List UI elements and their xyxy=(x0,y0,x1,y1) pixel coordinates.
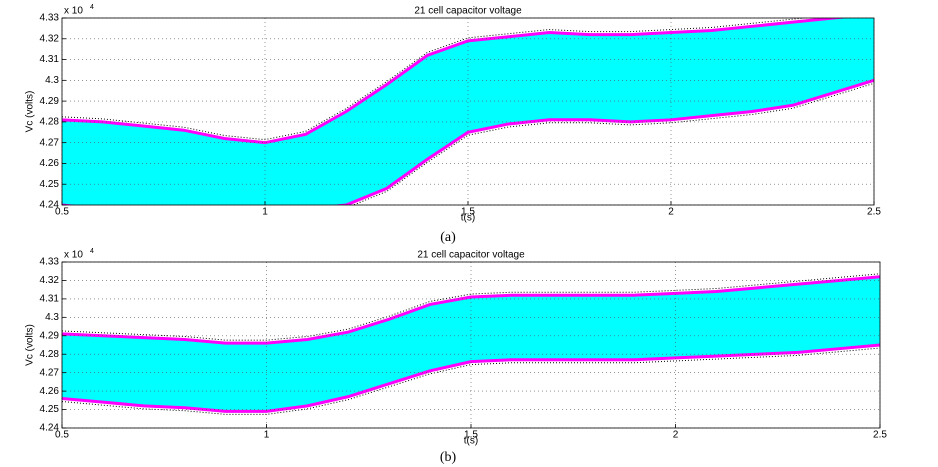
y-tick-label: 4.31 xyxy=(40,294,60,305)
y-tick-label: 4.33 xyxy=(40,257,60,268)
y-tick-label: 4.32 xyxy=(40,33,60,44)
multiplier-exp: 4 xyxy=(90,248,94,255)
y-tick-label: 4.26 xyxy=(40,158,60,169)
y-tick-label: 4.28 xyxy=(40,349,60,360)
x-tick-label: 0.5 xyxy=(55,207,69,218)
band-edge xyxy=(62,275,880,345)
y-tick-label: 4.29 xyxy=(40,96,60,107)
axes-box xyxy=(61,261,881,429)
band-edge xyxy=(62,343,880,413)
x-axis-label: t(s) xyxy=(461,213,475,224)
y-tick-label: 4.26 xyxy=(40,386,60,397)
x-tick-label: 1.5 xyxy=(461,207,475,218)
y-tick-label: 4.3 xyxy=(45,312,59,323)
x-tick-label: 0.5 xyxy=(55,430,69,441)
multiplier: x 10 xyxy=(64,6,83,17)
y-tick-label: 4.24 xyxy=(40,200,60,211)
y-axis-label: Vc (volts) xyxy=(25,324,36,366)
band-edge xyxy=(62,18,849,145)
y-tick-label: 4.3 xyxy=(45,75,59,86)
caption: (b) xyxy=(440,450,457,465)
y-tick-label: 4.31 xyxy=(40,54,60,65)
y-tick-label: 4.27 xyxy=(40,367,60,378)
y-tick-label: 4.28 xyxy=(40,117,60,128)
multiplier: x 10 xyxy=(64,250,83,261)
y-tick-label: 4.33 xyxy=(40,13,60,24)
x-tick-label: 2 xyxy=(673,430,679,441)
x-tick-label: 2 xyxy=(668,207,674,218)
y-tick-label: 4.27 xyxy=(40,137,60,148)
band-edge xyxy=(62,78,874,205)
y-axis-label: Vc (volts) xyxy=(25,91,36,133)
x-tick-label: 2.5 xyxy=(867,207,881,218)
y-tick-label: 4.29 xyxy=(40,330,60,341)
x-axis-label: t(s) xyxy=(464,436,478,447)
x-tick-label: 2.5 xyxy=(873,430,887,441)
y-tick-label: 4.25 xyxy=(40,179,60,190)
axes-box xyxy=(61,17,875,206)
chart-title: 21 cell capacitor voltage xyxy=(417,250,525,261)
multiplier-exp: 4 xyxy=(90,4,94,11)
x-tick-label: 1 xyxy=(264,430,270,441)
x-tick-label: 1.5 xyxy=(464,430,478,441)
band-edge-noise xyxy=(62,18,810,141)
y-tick-label: 4.25 xyxy=(40,404,60,415)
x-tick-label: 1 xyxy=(262,207,268,218)
y-tick-label: 4.32 xyxy=(40,275,60,286)
caption: (a) xyxy=(440,230,456,245)
chart-title: 21 cell capacitor voltage xyxy=(414,6,522,17)
y-tick-label: 4.24 xyxy=(40,423,60,434)
